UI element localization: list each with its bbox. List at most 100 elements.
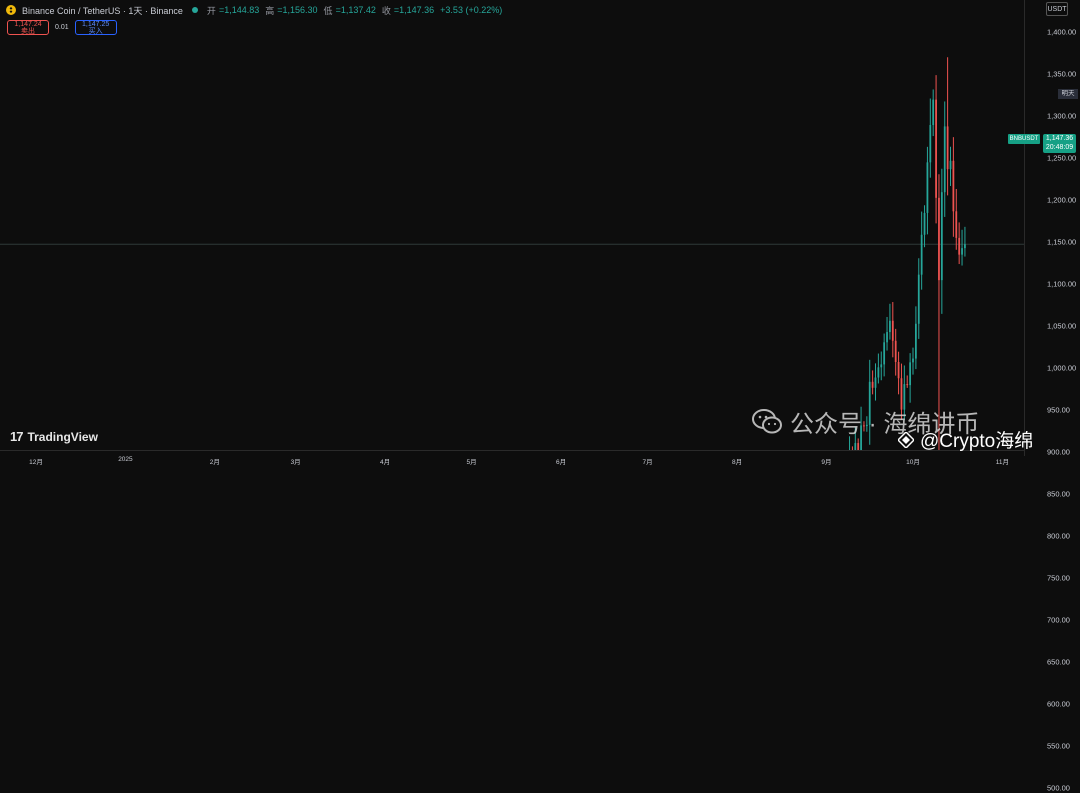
- twitter-watermark: @Crypto海绵: [898, 426, 1033, 453]
- ohlc-high: 高 =1,156.30: [265, 5, 318, 16]
- candle-body: [932, 99, 935, 126]
- candle-body: [877, 367, 880, 378]
- currency-selector[interactable]: USDT: [1046, 2, 1068, 16]
- sell-price: 1,147.24: [14, 20, 42, 28]
- chart-header: Binance Coin / TetherUS · 1天 · Binance 开…: [6, 3, 502, 17]
- price-chart[interactable]: [0, 0, 1024, 450]
- price-tick-label: 1,050.00: [1047, 321, 1077, 331]
- candle-body: [900, 378, 903, 410]
- candle-body: [897, 361, 900, 379]
- time-tick-label: 5月: [466, 459, 477, 466]
- candle-body: [857, 443, 860, 450]
- candle-body: [891, 320, 894, 341]
- candle-body: [854, 443, 857, 450]
- price-tick-label: 1,100.00: [1047, 279, 1077, 289]
- buy-button[interactable]: 1,147.25 买入: [74, 20, 117, 35]
- candle-body: [886, 332, 888, 343]
- trade-buttons: 1,147.24 卖出 0.01 1,147.25 买入: [7, 20, 117, 35]
- candle-body: [865, 424, 868, 427]
- time-tick-label: 2月: [209, 459, 220, 466]
- price-tick-label: 900.00: [1047, 447, 1070, 457]
- watermark-text-1: 公众号 · 海绵讲币: [790, 411, 980, 438]
- tradingview-logo[interactable]: 17 TradingView: [10, 429, 98, 444]
- time-tick-label: 10月: [906, 459, 920, 466]
- time-tick-label: 11月: [995, 459, 1010, 466]
- symbol-title[interactable]: Binance Coin / TetherUS · 1天 · Binance: [22, 5, 183, 16]
- candle-body: [860, 425, 862, 450]
- candle-body: [883, 342, 886, 365]
- spread-value: 0.01: [55, 24, 69, 31]
- watermark-text-2: @Crypto海绵: [920, 431, 1034, 452]
- price-tick-label: 600.00: [1047, 699, 1070, 709]
- price-tick-label: 1,250.00: [1047, 153, 1077, 163]
- candle-body: [961, 248, 963, 255]
- time-tick-label: 2025: [118, 456, 133, 463]
- wechat-watermark: 公众号 · 海绵讲币: [752, 404, 979, 439]
- price-tick-label: 700.00: [1047, 615, 1070, 625]
- time-tick-label: 6月: [555, 459, 567, 466]
- sell-button[interactable]: 1,147.24 卖出: [7, 20, 49, 35]
- price-tick-label: 1,350.00: [1047, 69, 1077, 79]
- candle-body: [943, 126, 946, 193]
- candle-body: [889, 320, 891, 333]
- time-tick-label: 12月: [29, 459, 43, 466]
- last-price: 1,147.36: [1045, 135, 1074, 142]
- tradingview-wordmark: TradingView: [27, 429, 98, 444]
- candle-body: [874, 377, 877, 388]
- price-tick-label: 1,000.00: [1047, 363, 1077, 373]
- time-tick-label: 9月: [821, 459, 832, 466]
- ohlc-low: 低 =1,137.42: [323, 5, 376, 16]
- candle-body: [868, 381, 871, 425]
- close-time-label: 明天: [1058, 89, 1078, 99]
- price-tick-label: 800.00: [1047, 531, 1070, 541]
- candle-body: [923, 212, 926, 235]
- buy-price: 1,147.25: [82, 20, 110, 28]
- candle-body: [917, 274, 920, 324]
- candle-body: [949, 160, 952, 170]
- price-tick-label: 1,200.00: [1047, 195, 1077, 205]
- price-tick-label: 650.00: [1047, 657, 1070, 667]
- candle-body: [906, 384, 909, 386]
- candle-body: [920, 234, 923, 275]
- candle-body: [958, 237, 961, 255]
- candle-body: [935, 99, 937, 198]
- candle-body: [903, 384, 906, 410]
- candle-body: [909, 362, 912, 386]
- time-tick-label: 4月: [380, 459, 391, 466]
- ohlc-change: +3.53 (+0.22%): [440, 5, 503, 15]
- candle-body: [926, 162, 929, 213]
- price-tick-label: 750.00: [1047, 573, 1070, 583]
- buy-label: 买入: [88, 27, 103, 35]
- candle-body: [912, 358, 914, 363]
- bar-countdown: 20:48:09: [1045, 144, 1074, 151]
- price-axis[interactable]: 1,400.00 1,350.00 1,300.00 1,250.00 1,200.00…: [1024, 0, 1080, 793]
- time-tick-label: 3月: [290, 459, 301, 466]
- candle-body: [946, 126, 949, 170]
- candle-body: [952, 160, 955, 212]
- candle-body: [914, 323, 917, 359]
- candle-body: [880, 364, 883, 368]
- candle-body: [863, 425, 865, 427]
- last-price-tag: 1,147.36 20:48:09: [1043, 134, 1076, 153]
- price-tick-label: 550.00: [1047, 741, 1070, 751]
- bnb-logo-icon: [6, 5, 16, 15]
- candle-body: [938, 197, 940, 281]
- wechat-icon: [752, 408, 782, 433]
- price-tick-label: 500.00: [1047, 783, 1070, 793]
- ohlc-open: 开 =1,144.83: [206, 5, 260, 16]
- time-tick-label: 7月: [642, 459, 653, 466]
- candle-body: [964, 244, 966, 249]
- candle-body: [940, 192, 943, 281]
- time-axis[interactable]: 12月 2025 2月 3月 4月 5月 6月 7月 8月 9月 10月 11月: [0, 450, 1024, 469]
- price-tick-label: 1,300.00: [1047, 111, 1077, 121]
- candle-body: [894, 340, 897, 362]
- binance-square-icon: [898, 431, 914, 448]
- price-tick-label: 950.00: [1047, 405, 1070, 415]
- price-tick-label: 850.00: [1047, 489, 1070, 499]
- ohlc-close: 收 =1,147.36: [381, 5, 435, 16]
- price-tick-label: 1,400.00: [1047, 27, 1077, 37]
- sell-label: 卖出: [21, 27, 35, 35]
- market-open-icon: [191, 7, 198, 13]
- time-tick-label: 8月: [731, 459, 743, 466]
- candle-body: [871, 381, 874, 388]
